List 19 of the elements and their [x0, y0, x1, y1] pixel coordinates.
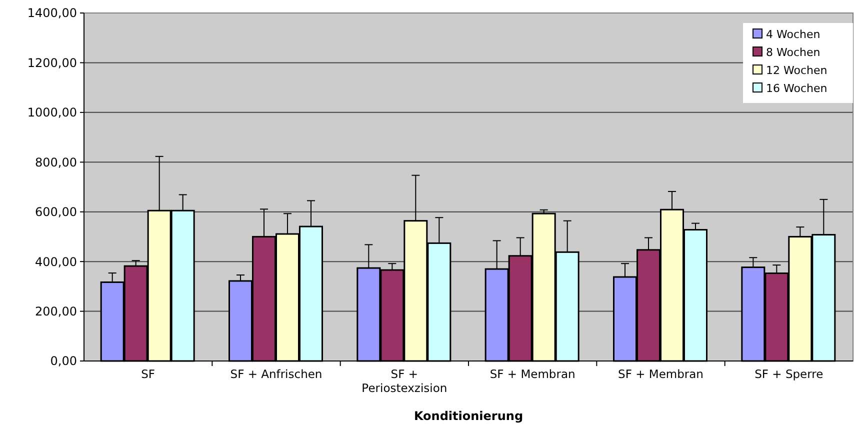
y-tick-label: 1200,00	[27, 56, 77, 70]
x-tick-label: SF + Sperre	[754, 367, 824, 381]
legend-label: 16 Wochen	[766, 82, 828, 95]
y-tick-label: 1000,00	[27, 106, 77, 120]
x-tick-label: SF + Anfrischen	[230, 367, 322, 381]
x-axis-title: Konditionierung	[414, 409, 524, 423]
y-tick-label: 400,00	[35, 254, 77, 269]
x-tick-label: SF + Membran	[618, 367, 704, 381]
x-tick-label: SF + Membran	[490, 367, 576, 381]
x-tick-label: SF + Periostexzision	[362, 367, 448, 395]
y-tick-label: 800,00	[35, 155, 77, 170]
y-tick-label: 600,00	[35, 205, 77, 220]
legend-label: 4 Wochen	[766, 28, 820, 41]
x-tick-label: SF	[141, 367, 156, 381]
y-tick-label: 200,00	[35, 304, 77, 318]
legend-label: 8 Wochen	[766, 46, 820, 59]
y-tick-label: 1400,00	[27, 6, 77, 20]
legend-label: 12 Wochen	[766, 64, 828, 77]
y-tick-label: 0,00	[50, 354, 77, 368]
